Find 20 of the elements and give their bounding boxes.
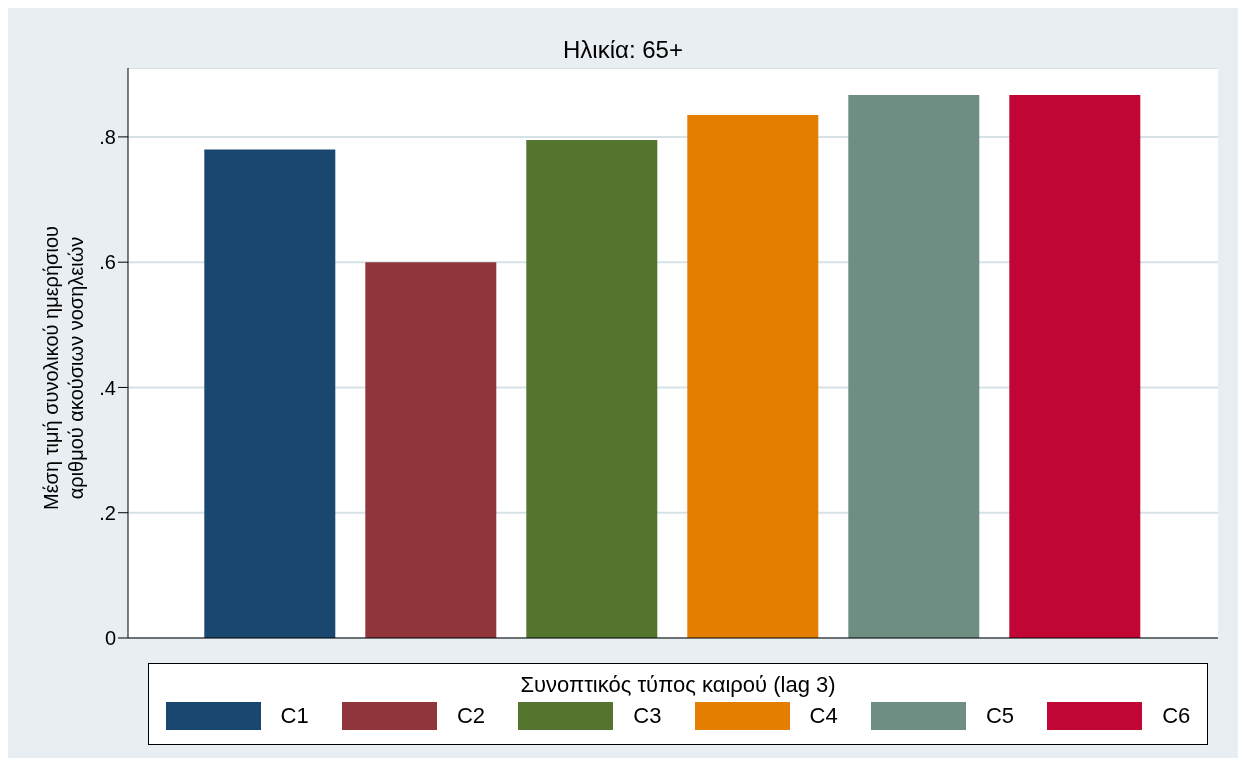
legend-label: C6 bbox=[1162, 703, 1191, 729]
legend-title: Συνοπτικός τύπος καιρού (lag 3) bbox=[519, 672, 837, 698]
chart-title: Ηλικία: 65+ bbox=[562, 36, 684, 64]
y-tick-label: .8 bbox=[99, 126, 116, 148]
legend-label: C2 bbox=[456, 703, 486, 729]
legend-label: C3 bbox=[633, 703, 662, 729]
y-tick-label: .4 bbox=[99, 376, 116, 399]
y-tick-label: .2 bbox=[99, 501, 116, 524]
y-tick-label: .6 bbox=[99, 251, 116, 274]
bar bbox=[365, 262, 497, 638]
legend-label: C1 bbox=[280, 703, 309, 729]
bar bbox=[848, 94, 980, 638]
bar bbox=[1009, 94, 1141, 638]
y-axis-title: Μέση τιμή συνολικού ημερήσιου αριθμού ακούσιων νοσηλειών bbox=[40, 226, 87, 510]
legend-label: C4 bbox=[809, 703, 838, 729]
bar bbox=[687, 114, 819, 638]
bar bbox=[526, 140, 658, 638]
bar bbox=[204, 149, 336, 638]
legend-label: C5 bbox=[985, 703, 1015, 729]
y-tick-label: 0 bbox=[104, 627, 116, 650]
